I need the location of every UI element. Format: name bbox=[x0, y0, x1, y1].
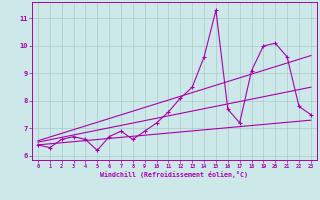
X-axis label: Windchill (Refroidissement éolien,°C): Windchill (Refroidissement éolien,°C) bbox=[100, 171, 248, 178]
